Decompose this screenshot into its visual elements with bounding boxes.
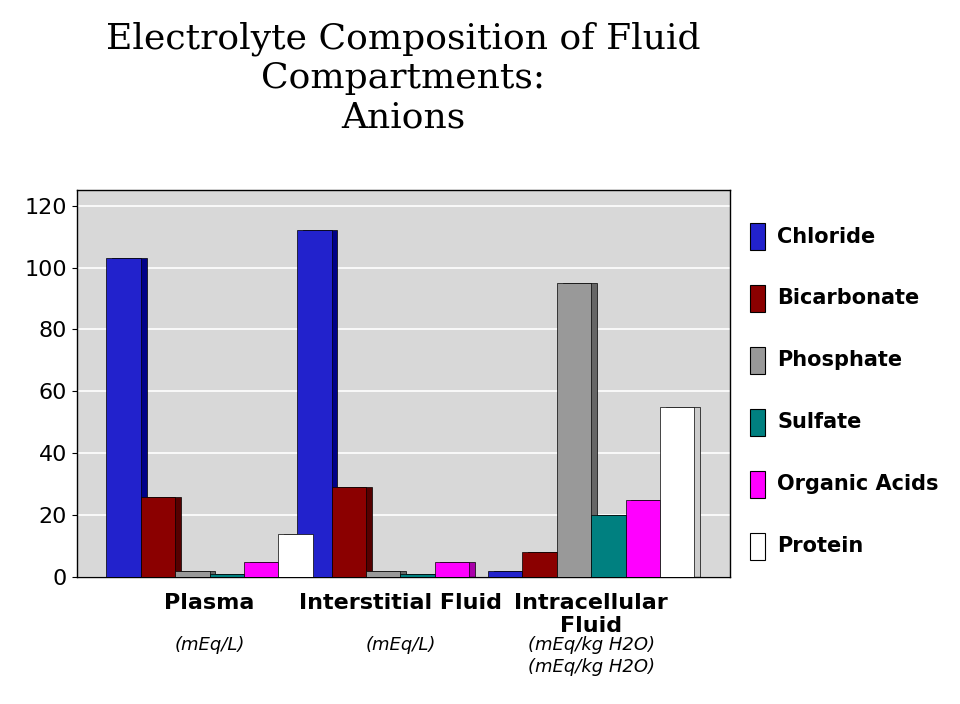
Bar — [665, 407, 700, 577]
Bar — [372, 571, 406, 577]
Text: Phosphate: Phosphate — [778, 351, 902, 370]
Bar — [488, 571, 522, 577]
Bar — [298, 230, 331, 577]
Text: (mEq/L): (mEq/L) — [175, 636, 245, 653]
Bar — [400, 574, 435, 577]
Text: Protein: Protein — [778, 536, 863, 556]
Bar — [250, 562, 284, 577]
FancyBboxPatch shape — [750, 533, 764, 560]
Bar — [591, 515, 626, 577]
Bar — [244, 562, 278, 577]
Bar — [557, 283, 591, 577]
FancyBboxPatch shape — [750, 285, 764, 312]
Bar — [141, 497, 175, 577]
Bar — [303, 230, 337, 577]
FancyBboxPatch shape — [750, 223, 764, 250]
Bar — [597, 515, 632, 577]
Text: Organic Acids: Organic Acids — [778, 474, 939, 494]
FancyBboxPatch shape — [750, 347, 764, 374]
FancyBboxPatch shape — [750, 471, 764, 498]
Bar — [209, 574, 244, 577]
Bar — [215, 574, 250, 577]
Bar — [563, 283, 597, 577]
Text: Electrolyte Composition of Fluid
Compartments:
Anions: Electrolyte Composition of Fluid Compart… — [106, 21, 701, 134]
Text: Bicarbonate: Bicarbonate — [778, 289, 920, 308]
Bar — [522, 553, 557, 577]
Text: Chloride: Chloride — [778, 227, 876, 246]
Text: (mEq/L): (mEq/L) — [365, 636, 436, 653]
Bar — [366, 571, 400, 577]
Text: (mEq/kg H2O): (mEq/kg H2O) — [528, 636, 655, 653]
Bar — [528, 553, 563, 577]
Bar — [175, 571, 209, 577]
Bar — [626, 500, 660, 577]
Bar — [337, 487, 372, 577]
Bar — [632, 500, 665, 577]
Bar — [660, 407, 694, 577]
Bar — [493, 571, 528, 577]
Bar — [284, 534, 319, 577]
Bar — [441, 562, 475, 577]
Bar — [112, 258, 147, 577]
Bar — [147, 497, 180, 577]
Text: Sulfate: Sulfate — [778, 413, 861, 432]
FancyBboxPatch shape — [750, 409, 764, 436]
Bar — [435, 562, 469, 577]
Bar — [278, 534, 313, 577]
Text: (mEq/kg H2O): (mEq/kg H2O) — [528, 658, 655, 676]
Bar — [180, 571, 215, 577]
Bar — [107, 258, 141, 577]
Bar — [331, 487, 366, 577]
Bar — [406, 574, 441, 577]
